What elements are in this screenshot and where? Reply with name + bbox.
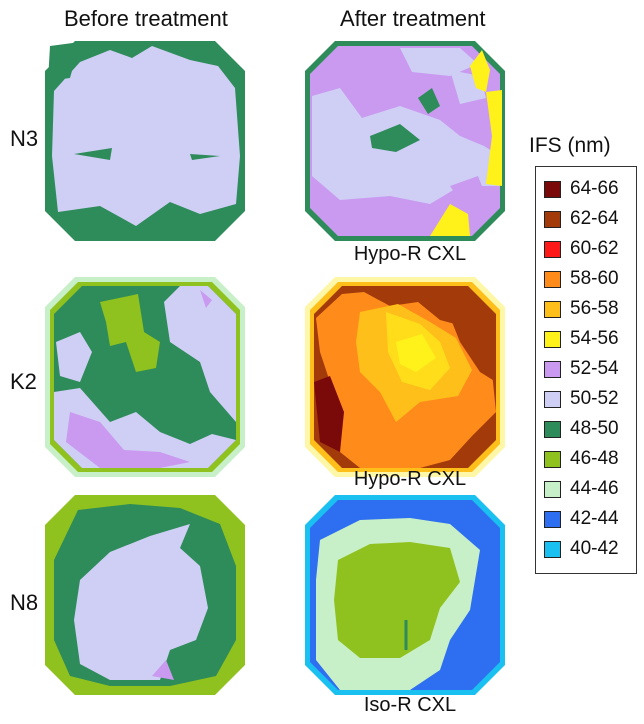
legend-item-52-54: 52-54	[544, 355, 619, 383]
legend-label: 62-64	[570, 208, 619, 229]
column-header-after: After treatment	[340, 6, 486, 31]
legend: 64-66 62-64 60-62 58-60 56-58 54-56 52-5…	[535, 166, 637, 574]
legend-item-50-52: 50-52	[544, 385, 619, 413]
legend-swatch	[544, 240, 561, 258]
n8-treatment-caption: Iso-R CXL	[363, 694, 457, 716]
legend-item-62-64: 62-64	[544, 205, 619, 233]
legend-item-46-48: 46-48	[544, 445, 619, 473]
legend-label: 56-58	[570, 298, 619, 319]
legend-item-40-42: 40-42	[544, 535, 619, 563]
legend-swatch	[544, 270, 561, 288]
legend-label: 48-50	[570, 418, 619, 439]
row-label-n3: N3	[10, 126, 39, 151]
legend-label: 64-66	[570, 178, 619, 199]
legend-swatch	[544, 210, 561, 228]
legend-item-48-50: 48-50	[544, 415, 619, 443]
legend-item-54-56: 54-56	[544, 325, 619, 353]
legend-swatch	[544, 300, 561, 318]
k2-treatment-caption: Hypo-R CXL	[353, 468, 467, 490]
legend-item-56-58: 56-58	[544, 295, 619, 323]
legend-label: 60-62	[570, 238, 619, 259]
row-label-n8: N8	[10, 590, 39, 615]
legend-label: 52-54	[570, 358, 619, 379]
legend-swatch	[544, 360, 561, 378]
legend-swatch	[544, 480, 561, 498]
legend-item-64-66: 64-66	[544, 175, 619, 203]
legend-item-60-62: 60-62	[544, 235, 619, 263]
legend-swatch	[544, 330, 561, 348]
n3-after-map	[305, 41, 505, 241]
n3-before-map	[45, 41, 245, 241]
legend-label: 54-56	[570, 328, 619, 349]
legend-title: IFS (nm)	[529, 134, 611, 157]
legend-item-44-46: 44-46	[544, 475, 619, 503]
legend-swatch	[544, 540, 561, 558]
k2-before-map	[45, 277, 245, 477]
legend-swatch	[544, 390, 561, 408]
column-header-before: Before treatment	[64, 6, 228, 31]
legend-item-42-44: 42-44	[544, 505, 619, 533]
legend-label: 44-46	[570, 478, 619, 499]
row-label-k2: K2	[10, 369, 37, 394]
legend-item-58-60: 58-60	[544, 265, 619, 293]
k2-after-map	[305, 277, 505, 477]
legend-swatch	[544, 450, 561, 468]
legend-label: 40-42	[570, 538, 619, 559]
n8-before-map	[45, 495, 245, 695]
legend-label: 50-52	[570, 388, 619, 409]
legend-label: 46-48	[570, 448, 619, 469]
legend-swatch	[544, 180, 561, 198]
legend-swatch	[544, 510, 561, 528]
legend-label: 42-44	[570, 508, 619, 529]
n3-treatment-caption: Hypo-R CXL	[353, 243, 467, 265]
legend-swatch	[544, 420, 561, 438]
legend-label: 58-60	[570, 268, 619, 289]
n8-after-map	[305, 495, 505, 695]
